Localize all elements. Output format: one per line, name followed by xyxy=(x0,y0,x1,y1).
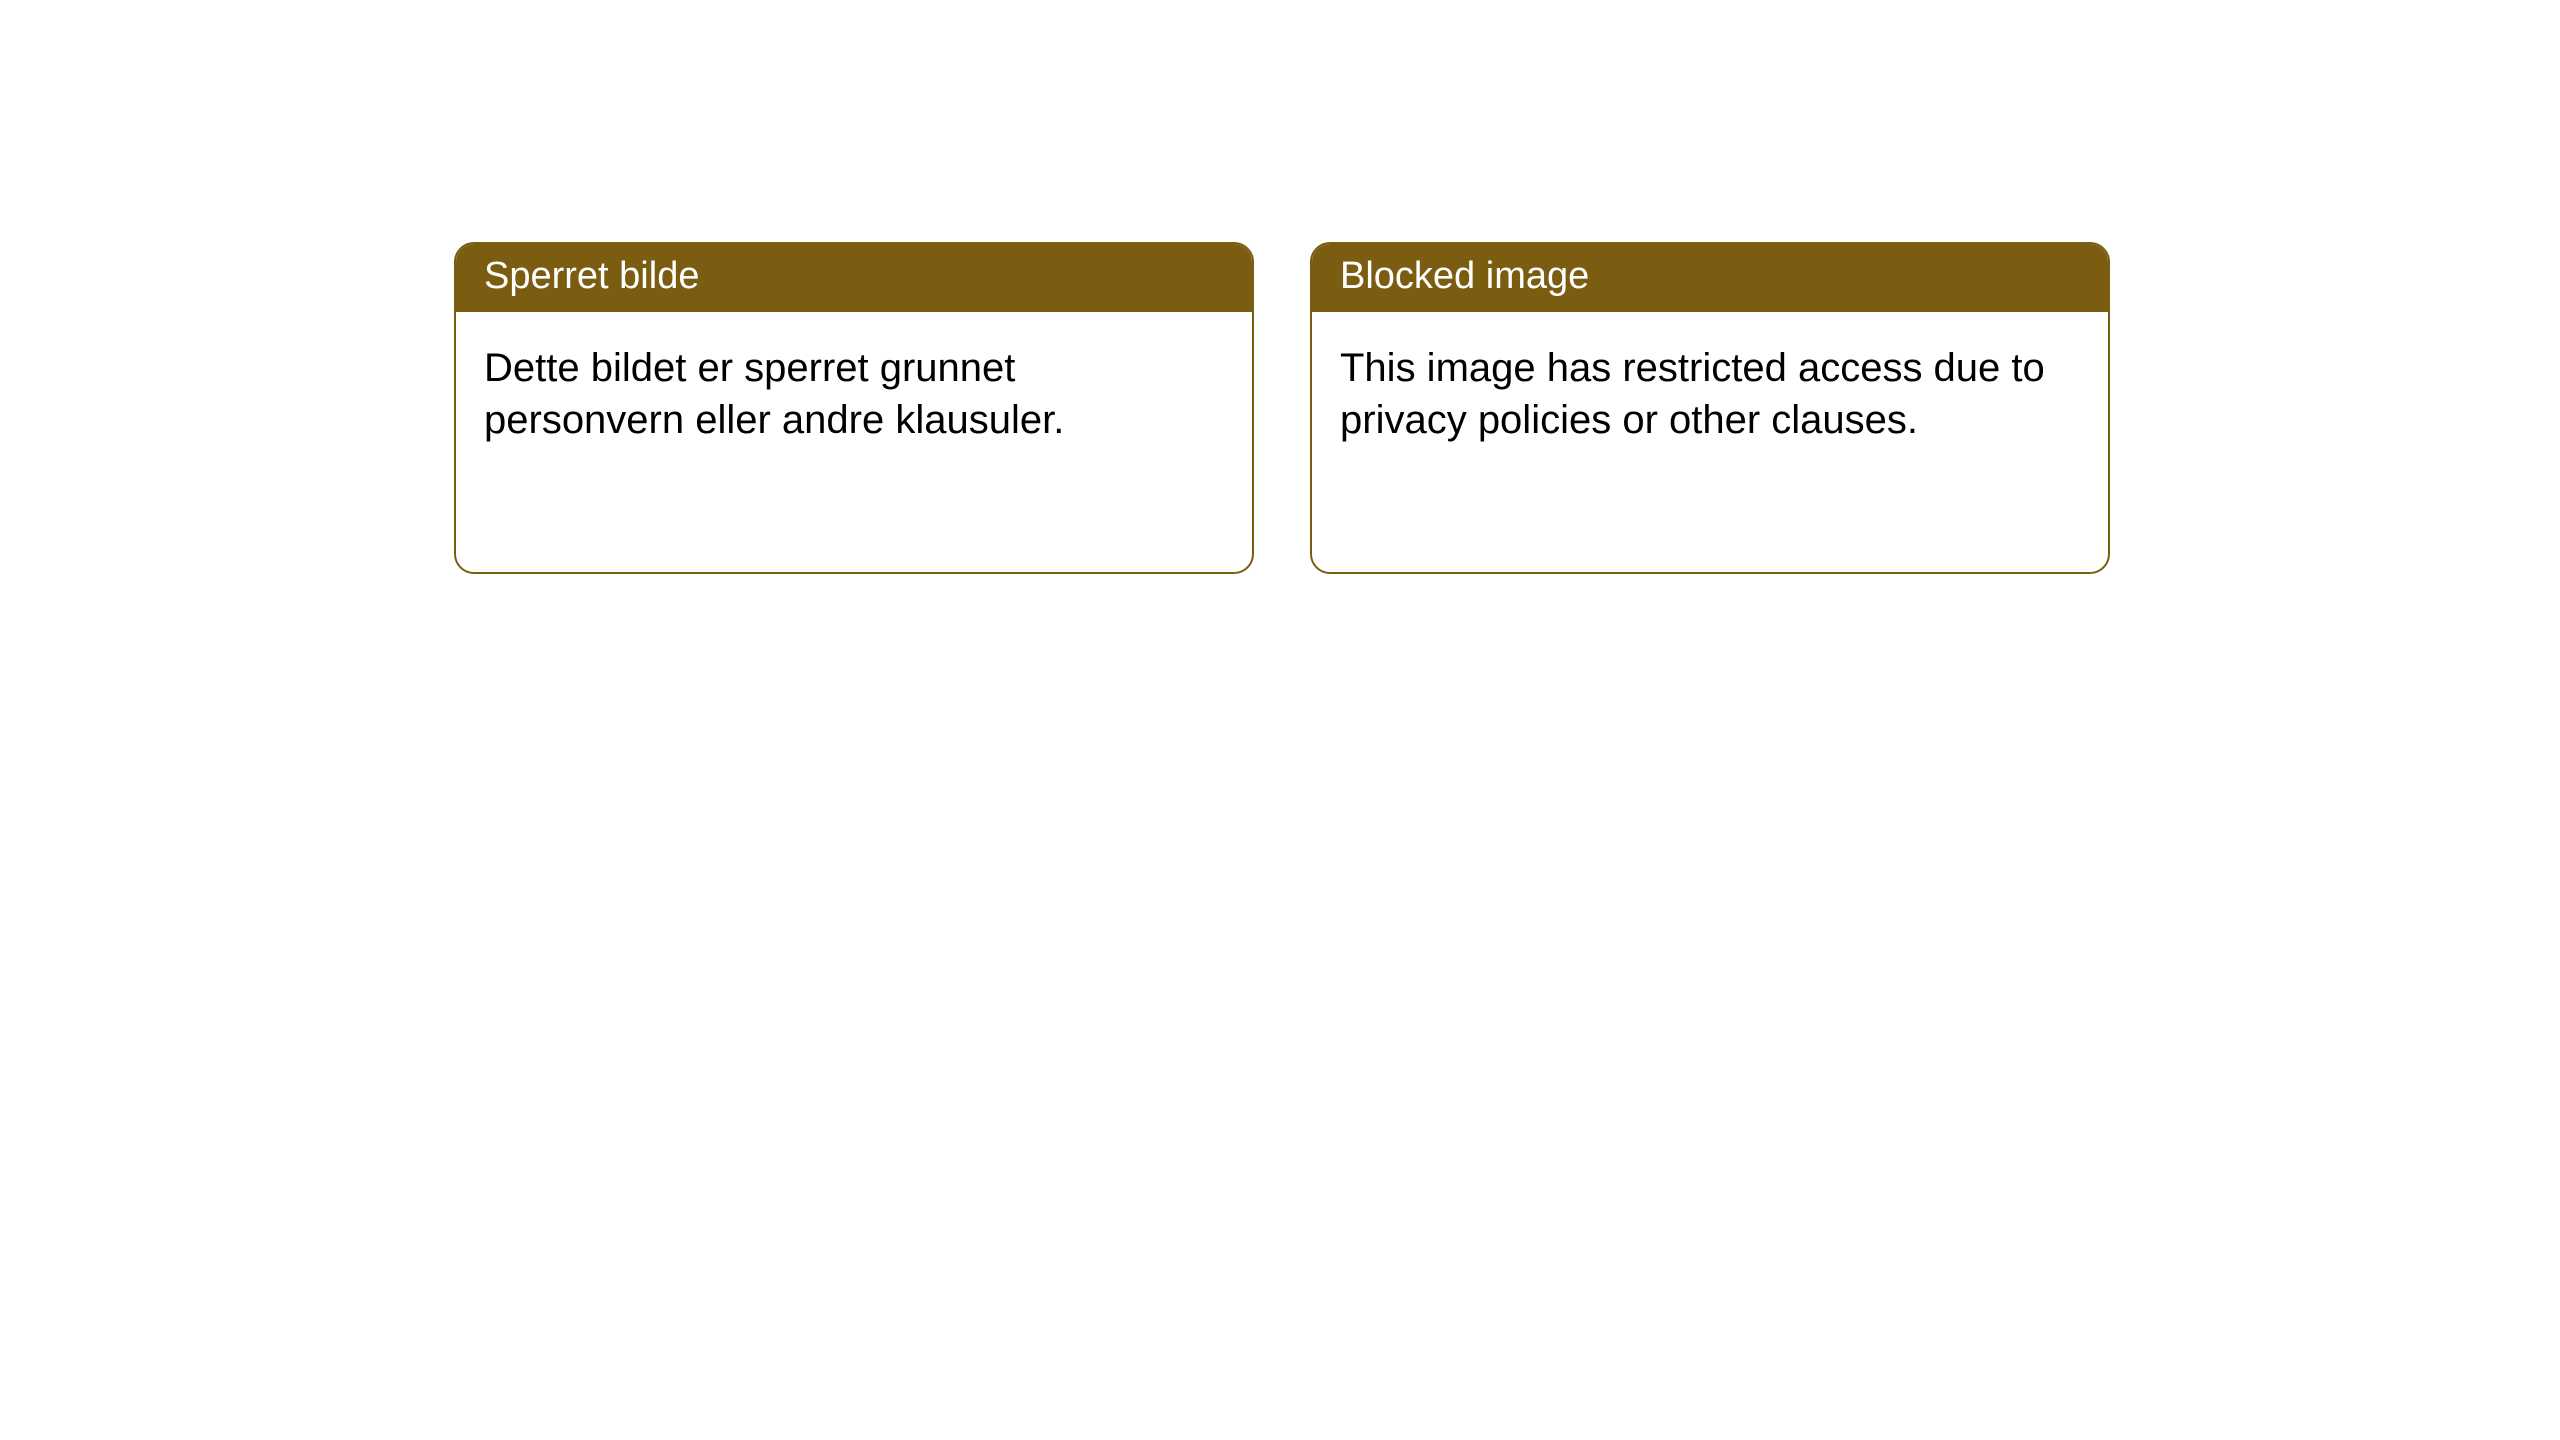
notice-card-norwegian: Sperret bilde Dette bildet er sperret gr… xyxy=(454,242,1254,574)
notice-body-norwegian: Dette bildet er sperret grunnet personve… xyxy=(456,312,1252,476)
notice-body-english: This image has restricted access due to … xyxy=(1312,312,2108,476)
notice-title-norwegian: Sperret bilde xyxy=(456,244,1252,312)
notice-container: Sperret bilde Dette bildet er sperret gr… xyxy=(454,242,2110,574)
notice-title-english: Blocked image xyxy=(1312,244,2108,312)
notice-card-english: Blocked image This image has restricted … xyxy=(1310,242,2110,574)
